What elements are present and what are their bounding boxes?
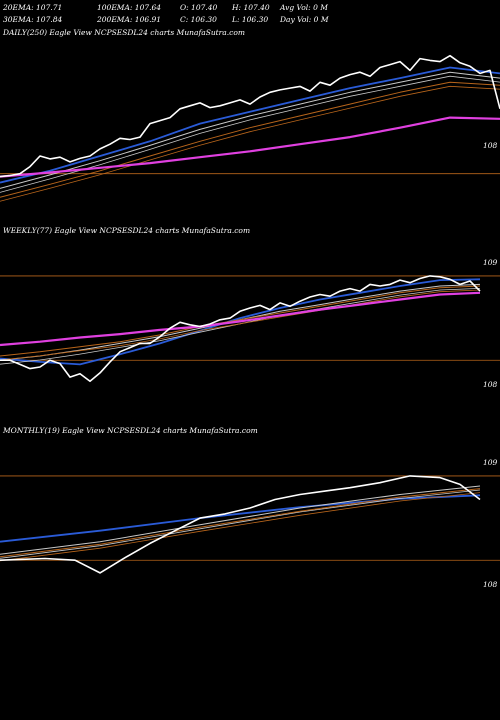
monthly-ema-blue-line: [0, 494, 481, 543]
header-avg-vol: Avg Vol: 0 M: [280, 3, 328, 12]
monthly-tick-108: 108: [483, 580, 498, 589]
monthly-tick-109: 109: [483, 458, 498, 467]
monthly-chart-title: MONTHLY(19) Eagle View NCPSESDL24 charts…: [3, 426, 258, 435]
daily-ema-gray-line: [0, 71, 500, 189]
daily-ema-magenta-line: [0, 116, 500, 178]
monthly-ema-gray-band-line: [0, 489, 481, 559]
daily-ema-blue-line: [0, 66, 500, 184]
daily-ema-orange-line: [0, 81, 500, 198]
weekly-tick-108: 108: [483, 380, 498, 389]
weekly-chart-title: WEEKLY(77) Eagle View NCPSESDL24 charts …: [3, 226, 251, 235]
weekly-price-line: [0, 275, 481, 383]
weekly-ema-blue-line: [0, 278, 481, 366]
header-100ema: 100EMA: 107.64: [97, 3, 162, 12]
monthly-ema-orange-line: [0, 488, 481, 558]
daily-chart-title: DAILY(250) Eagle View NCPSESDL24 charts …: [3, 28, 245, 37]
daily-ema-gray-band-line: [0, 75, 500, 193]
weekly-ema-gray-band-line: [0, 288, 481, 365]
header-20ema: 20EMA: 107.71: [3, 3, 63, 12]
monthly-ema-orange-band-line: [0, 492, 481, 562]
header-high: H: 107.40: [232, 3, 270, 12]
header-close: C: 106.30: [180, 15, 217, 24]
weekly-ema-orange-line: [0, 285, 481, 357]
weekly-ema-magenta-line: [0, 291, 481, 347]
header-30ema: 30EMA: 107.84: [3, 15, 63, 24]
monthly-price-line: [0, 475, 481, 574]
monthly-ema-gray-line: [0, 485, 481, 555]
header-day-vol: Day Vol: 0 M: [280, 15, 329, 24]
header-low: L: 106.30: [232, 15, 269, 24]
daily-price-line: [0, 54, 500, 178]
weekly-ema-orange-band-line: [0, 289, 481, 361]
daily-tick-108: 108: [483, 141, 498, 150]
weekly-tick-109: 109: [483, 258, 498, 267]
daily-ema-orange-band-line: [0, 85, 500, 202]
header-open: O: 107.40: [180, 3, 218, 12]
header-200ema: 200EMA: 106.91: [97, 15, 162, 24]
